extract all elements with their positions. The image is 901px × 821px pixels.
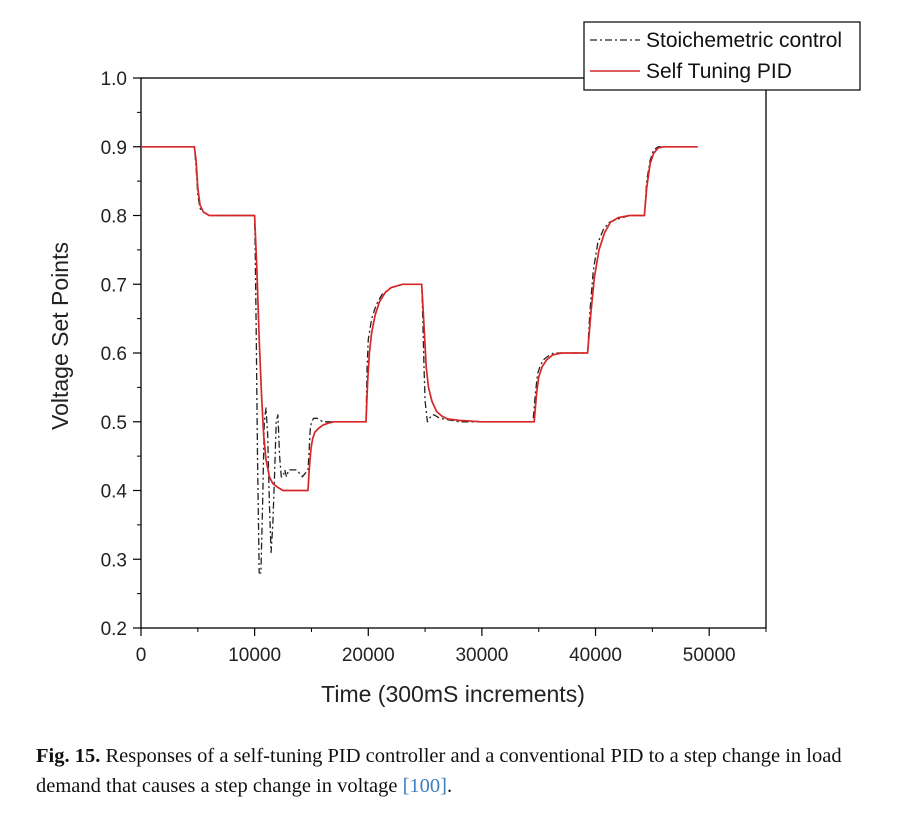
y-axis-title: Voltage Set Points: [47, 242, 73, 430]
legend-box: [583, 21, 861, 91]
y-tick-label: 0.9: [101, 138, 127, 159]
x-axis-title: Time (300mS increments): [321, 681, 585, 707]
figure-caption: Fig. 15. Responses of a self-tuning PID …: [36, 741, 876, 801]
series-line-self-tuning-pid: [141, 145, 698, 492]
y-tick-label: 0.4: [101, 482, 128, 503]
y-tick-label: 0.6: [101, 344, 127, 365]
y-tick-label: 1.0: [101, 69, 127, 90]
legend-label-self-tuning-pid: Self Tuning PID: [646, 60, 792, 83]
legend-label-stoichemetric: Stoichemetric control: [646, 29, 842, 52]
x-tick-label: 0: [136, 645, 147, 666]
x-tick-label: 10000: [228, 645, 281, 666]
x-tick-label: 40000: [569, 645, 622, 666]
line-chart: 0.2 0.3 0.4 0.5 0.6 0.7 0.8 0.9 1.0 0 10000 20000 3…: [47, 21, 861, 707]
y-tick-label: 0.2: [101, 619, 127, 640]
caption-label: Fig. 15.: [36, 745, 101, 767]
x-axis: 0 10000 20000 30000 40000 50000: [136, 628, 767, 666]
legend: Stoichemetric control Self Tuning PID: [583, 21, 861, 91]
caption-text: Responses of a self-tuning PID controlle…: [36, 745, 842, 797]
y-tick-label: 0.5: [101, 413, 127, 434]
x-tick-label: 30000: [455, 645, 508, 666]
x-tick-label: 50000: [683, 645, 736, 666]
caption-reference-link[interactable]: [100]: [402, 775, 447, 797]
series-line-stoichemetric-control: [141, 146, 698, 574]
plot-frame: [140, 77, 767, 629]
y-tick-label: 0.8: [101, 207, 127, 228]
y-tick-label: 0.3: [101, 550, 127, 571]
y-tick-label: 0.7: [101, 275, 127, 296]
series-layer: [141, 145, 698, 574]
caption-end: .: [447, 775, 453, 797]
y-axis: 0.2 0.3 0.4 0.5 0.6 0.7 0.8 0.9 1.0: [101, 69, 141, 640]
x-tick-label: 20000: [342, 645, 395, 666]
